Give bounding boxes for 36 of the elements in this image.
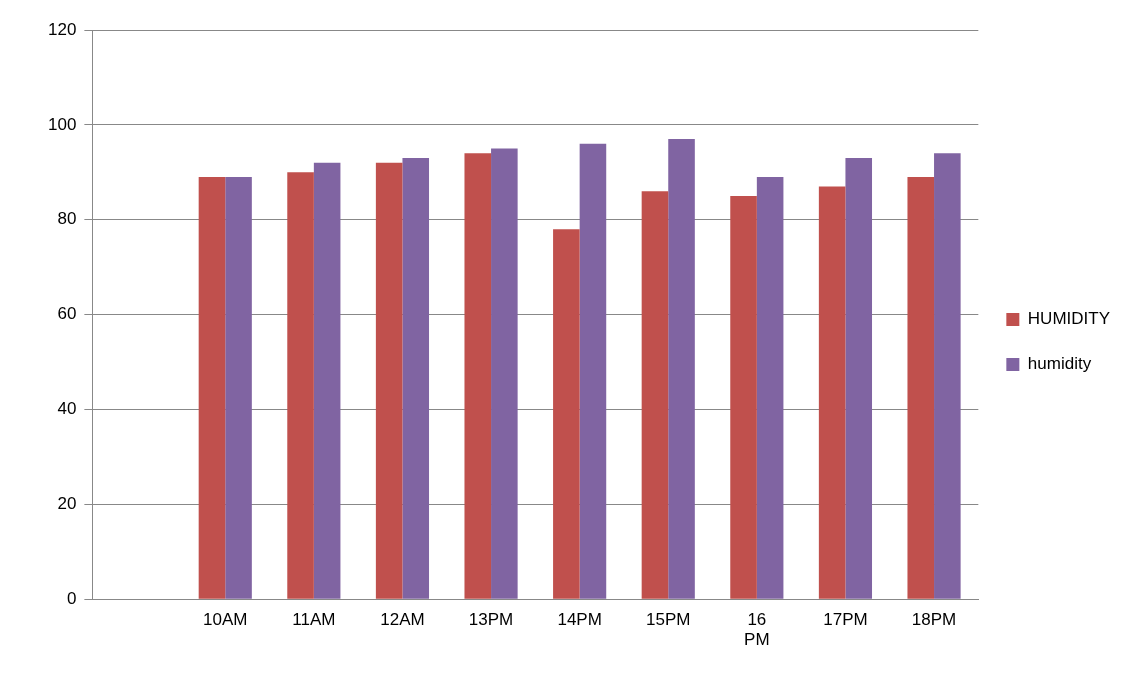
bar [818,186,846,599]
x-tick-label: 10AM [203,610,248,630]
bar [641,191,669,599]
bar [198,177,226,599]
x-tick-label: 18PM [911,610,957,630]
bar [845,158,873,599]
bar [907,177,935,599]
bar [402,158,430,599]
bar [668,139,695,599]
x-tick-label: 13PM [468,610,514,630]
bar [225,177,252,599]
x-tick-label: 16 PM [744,610,770,650]
y-tick-label: 120 [47,19,77,39]
y-tick-label: 80 [57,209,77,229]
x-tick-label: 11AM [292,610,336,630]
y-tick-label: 0 [66,588,77,608]
bar [756,177,784,599]
bar [553,229,580,599]
x-tick-label: 17PM [823,610,868,630]
bar [464,153,492,599]
bar [934,153,961,599]
bar [579,143,607,599]
bar [491,148,518,599]
y-tick-label: 20 [57,494,77,514]
bar [375,162,403,599]
bar [287,172,314,599]
y-tick-label: 40 [57,399,77,419]
y-tick-label: 100 [47,114,77,134]
x-tick-label: 14PM [557,610,602,630]
legend-label: humidity [1027,354,1092,374]
bar [730,196,757,599]
x-tick-label: 12AM [380,610,425,630]
legend-label: HUMIDITY [1027,309,1111,329]
bar [313,162,341,599]
x-tick-label: 15PM [646,610,691,630]
y-tick-label: 60 [57,304,77,324]
